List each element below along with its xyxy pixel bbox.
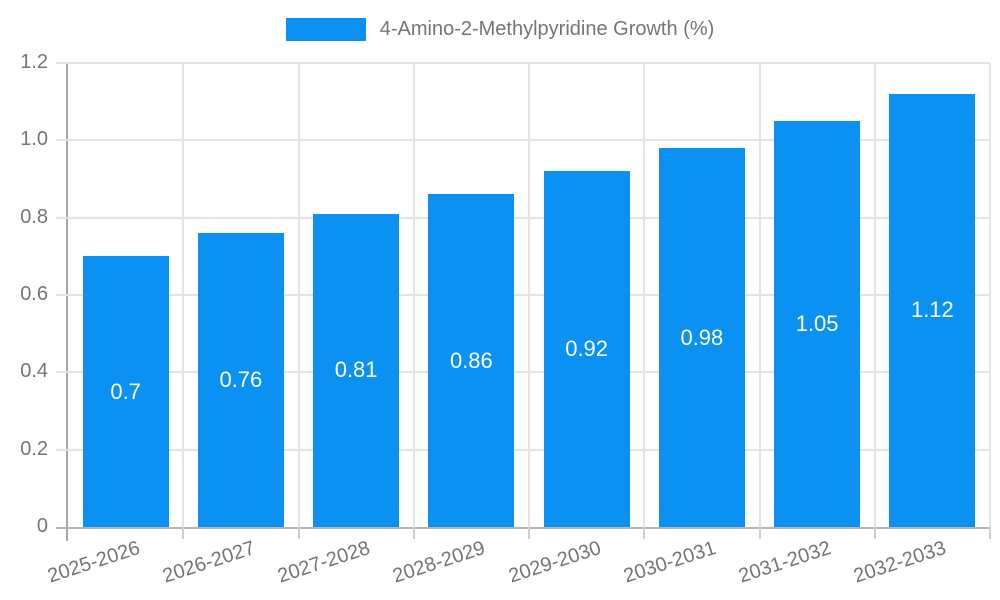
- bar[interactable]: [658, 148, 745, 527]
- y-tick-label: 0.6: [20, 283, 48, 305]
- y-gridline: [56, 294, 990, 296]
- x-gridline: [989, 63, 991, 527]
- bar-value-label: 1.12: [910, 297, 954, 323]
- bar-value-label: 0.81: [334, 357, 378, 383]
- bar[interactable]: [82, 256, 169, 527]
- x-tick-mark: [989, 527, 991, 539]
- bar-value-label: 0.86: [449, 347, 493, 373]
- bar-value-label: 0.98: [680, 324, 724, 350]
- x-gridline: [643, 63, 646, 527]
- bar[interactable]: [543, 171, 630, 527]
- x-gridline: [873, 63, 876, 527]
- bar[interactable]: [774, 121, 861, 527]
- legend-swatch: [285, 18, 366, 41]
- bar[interactable]: [197, 233, 284, 527]
- y-axis-line: [66, 63, 68, 541]
- x-gridline: [297, 63, 300, 527]
- y-gridline: [56, 448, 990, 451]
- y-gridline: [56, 139, 990, 142]
- y-gridline: [56, 371, 990, 374]
- legend-label: 4-Amino-2-Methylpyridine Growth (%): [379, 18, 715, 40]
- y-gridline: [56, 62, 990, 64]
- x-gridline: [758, 63, 761, 527]
- x-tick-mark: [758, 527, 761, 539]
- x-axis-line: [56, 527, 990, 529]
- x-gridline: [528, 63, 530, 527]
- legend-item[interactable]: 4-Amino-2-Methylpyridine Growth (%): [285, 18, 715, 41]
- y-tick-label: 0.2: [20, 437, 48, 460]
- x-tick-mark: [643, 527, 646, 539]
- bar[interactable]: [313, 213, 400, 527]
- bar[interactable]: [889, 93, 976, 527]
- y-gridline: [56, 216, 990, 219]
- bar-value-label: 1.05: [795, 311, 839, 336]
- bar[interactable]: [428, 194, 515, 527]
- x-tick-mark: [528, 527, 530, 539]
- x-gridline: [182, 63, 185, 527]
- bar-value-label: 0.76: [219, 367, 263, 393]
- bar-value-label: 0.92: [565, 336, 609, 362]
- y-tick-label: 1.2: [20, 51, 48, 73]
- x-tick-mark: [297, 527, 300, 539]
- y-tick-label: 0: [36, 515, 48, 537]
- plot-area: 0 0.2 0.4 0.6 0.8 1.0 1.2 0.7 2025-2026 0.76 2026-…: [20, 51, 991, 587]
- y-tick-label: 0.8: [20, 205, 48, 228]
- y-tick-label: 0.4: [20, 360, 48, 383]
- legend: 4-Amino-2-Methylpyridine Growth (%): [0, 18, 1000, 41]
- y-tick-label: 1.0: [20, 128, 48, 151]
- bar-value-label: 0.7: [110, 378, 141, 404]
- x-tick-mark: [873, 527, 876, 539]
- x-tick-mark: [182, 527, 185, 539]
- x-gridline: [412, 63, 415, 527]
- x-tick-mark: [412, 527, 415, 539]
